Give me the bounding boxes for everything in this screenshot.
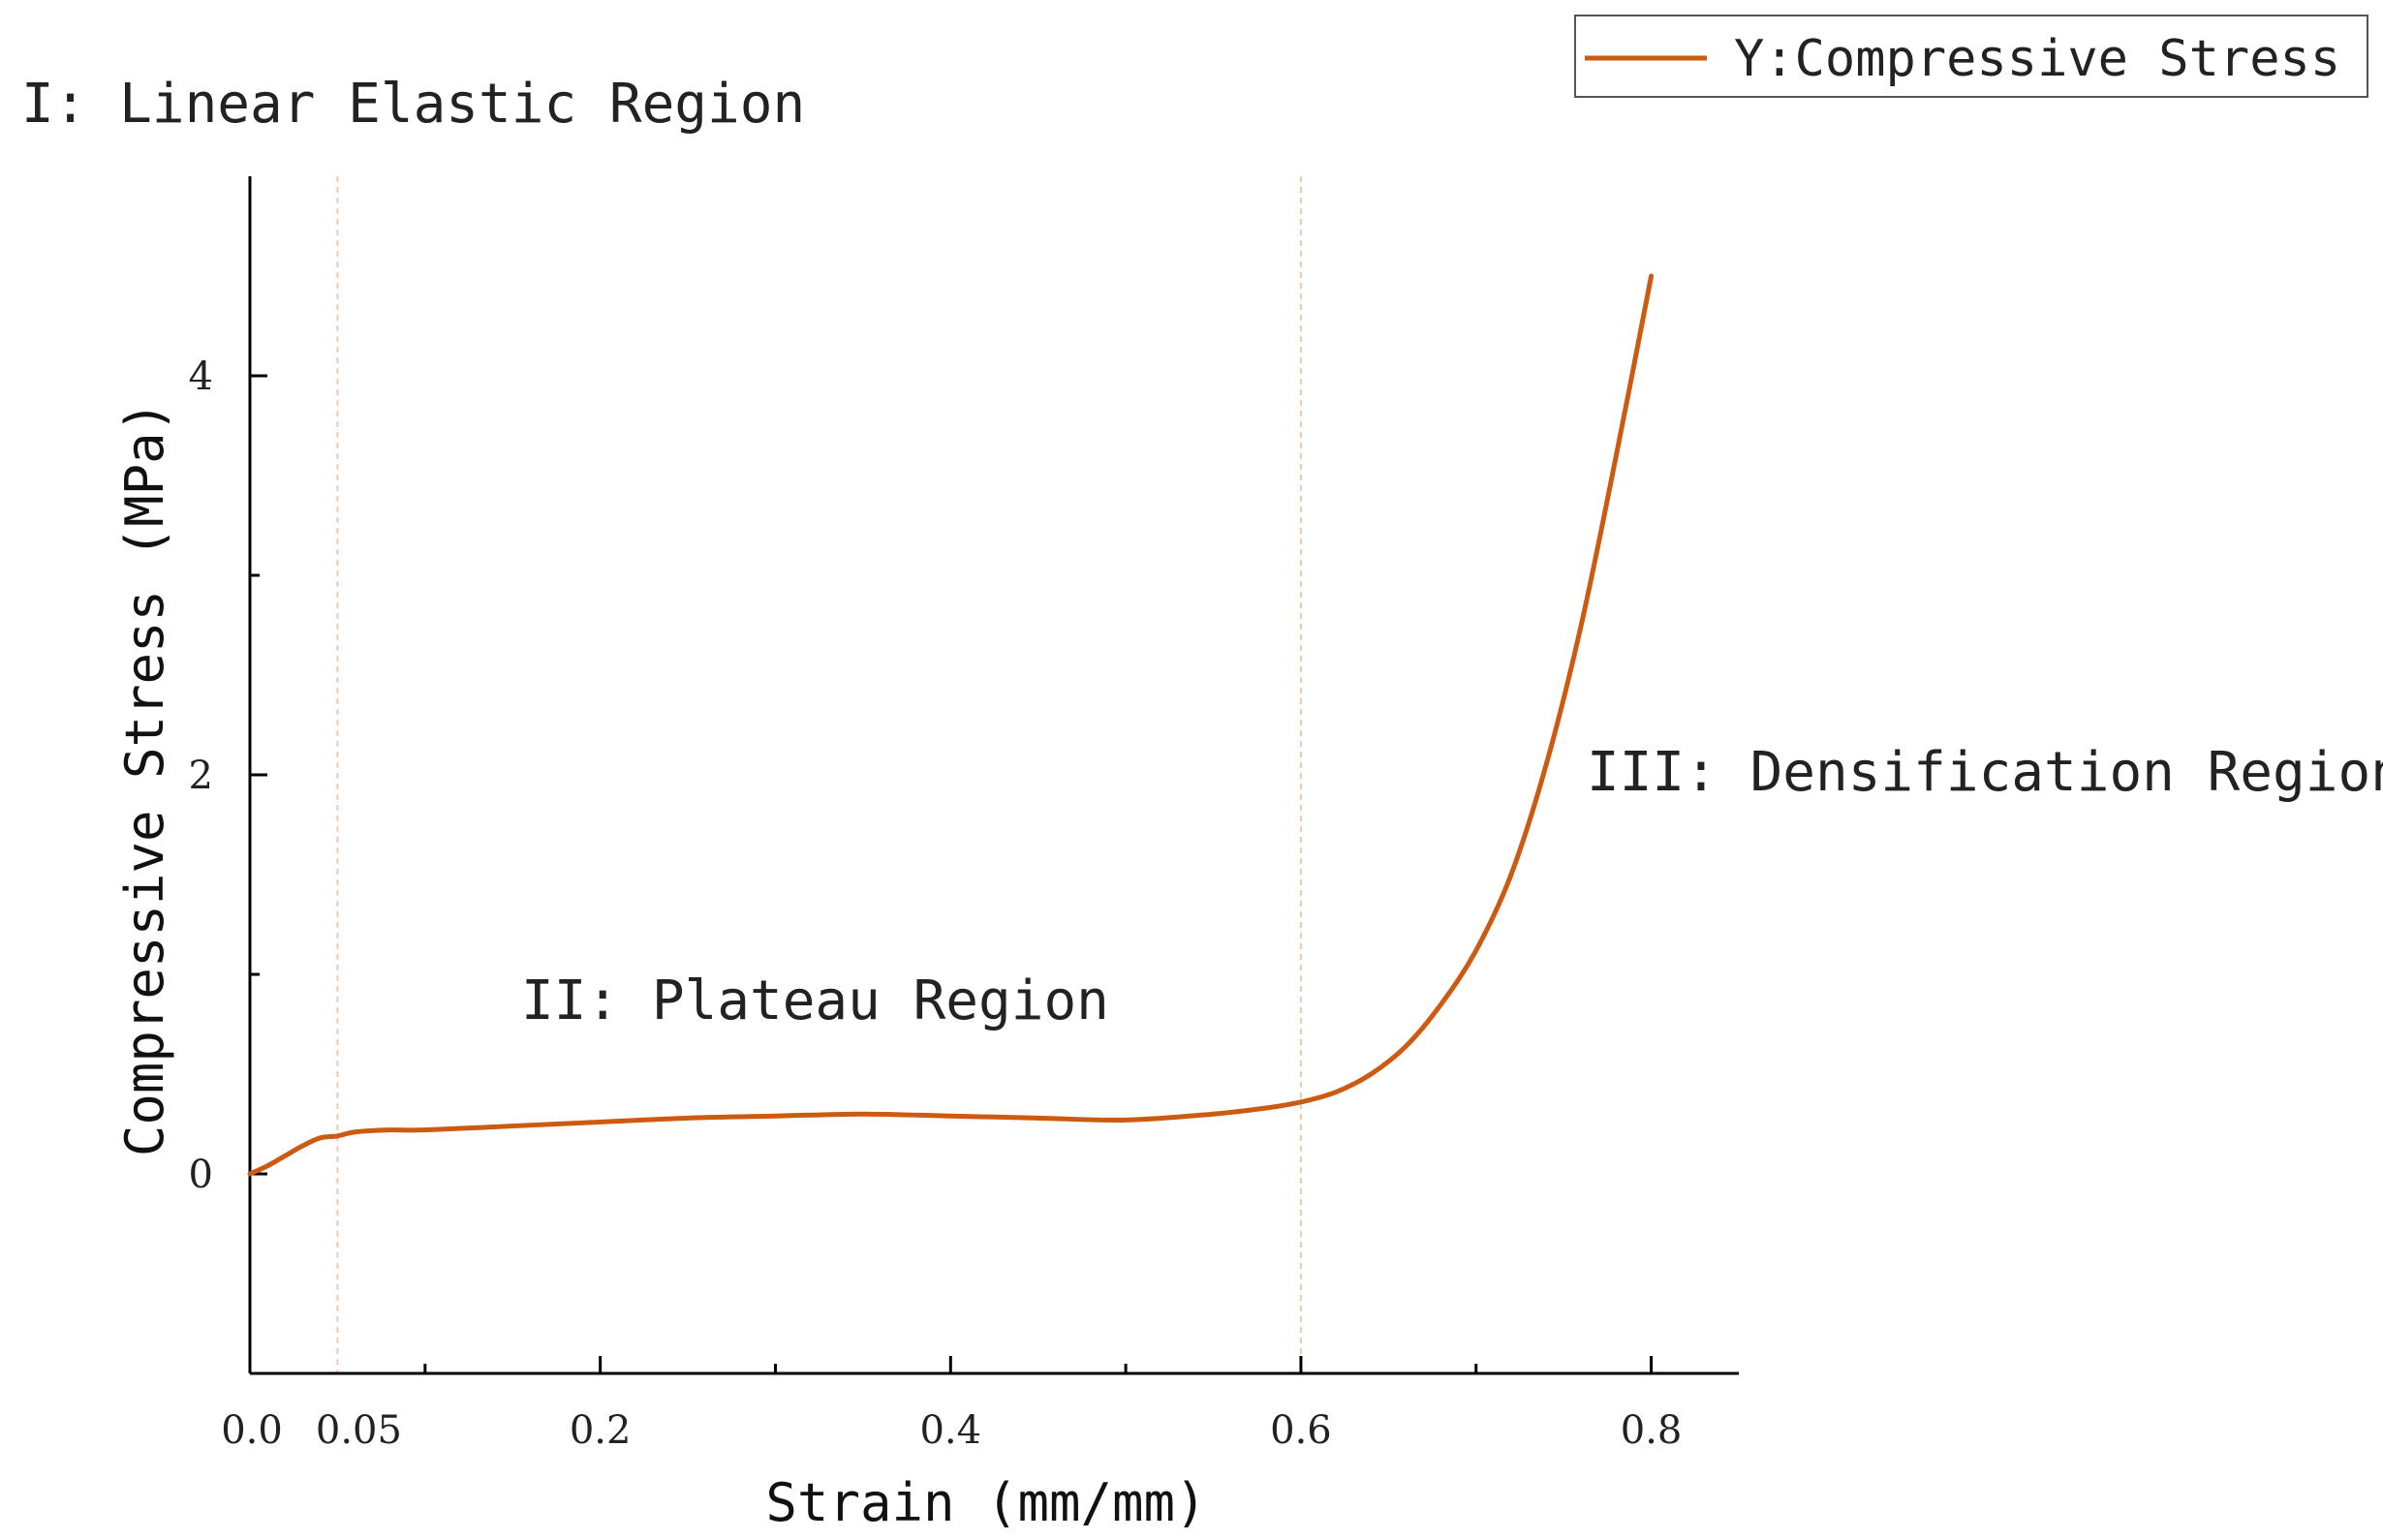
x-axis-ticks: 0.0 0.05 0.2 0.4 0.6 0.8 bbox=[221, 1356, 1682, 1453]
annotation-plateau-region: II: Plateau Region bbox=[521, 970, 1109, 1032]
x-tick-label-3: 0.4 bbox=[919, 1408, 981, 1453]
series-line-0 bbox=[247, 273, 1655, 1177]
x-tick-label-0: 0.0 bbox=[221, 1408, 283, 1453]
legend: Y:Compressive Stress bbox=[1574, 15, 2368, 98]
y-tick-label-0: 0 bbox=[189, 1153, 213, 1197]
legend-label: Y:Compressive Stress bbox=[1734, 30, 2340, 88]
annotation-linear-elastic-region: I: Linear Elastic Region bbox=[21, 73, 805, 136]
x-tick-label-4: 0.6 bbox=[1270, 1408, 1332, 1453]
y-tick-label-2: 4 bbox=[189, 354, 213, 399]
x-tick-label-5: 0.8 bbox=[1621, 1408, 1683, 1453]
axes bbox=[248, 176, 1739, 1375]
y-tick-label-1: 2 bbox=[189, 754, 213, 798]
legend-box bbox=[1574, 15, 2368, 98]
x-tick-label-1: 0.05 bbox=[316, 1408, 402, 1453]
series-layer bbox=[247, 273, 1655, 1177]
x-axis-title: Strain (mm/mm) bbox=[765, 1472, 1206, 1533]
y-axis-title: Compressive Stress (MPa) bbox=[114, 401, 175, 1156]
y-axis-ticks: 0 2 4 bbox=[189, 354, 267, 1375]
reference-lines bbox=[336, 176, 1302, 1373]
x-tick-label-2: 0.2 bbox=[570, 1408, 632, 1453]
annotation-densification-region: III: Densification Region bbox=[1587, 741, 2383, 804]
